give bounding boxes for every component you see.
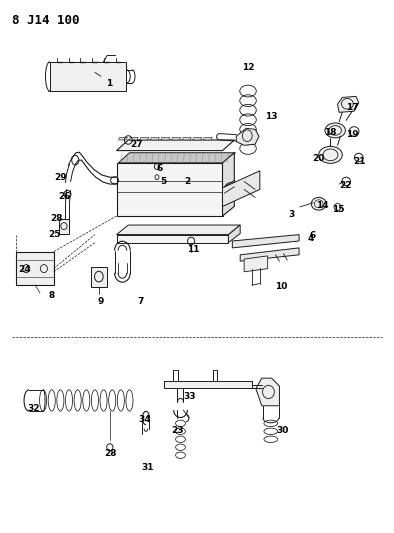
Text: 13: 13 (265, 112, 278, 121)
Polygon shape (240, 248, 299, 261)
Text: 28: 28 (104, 449, 117, 458)
Text: 18: 18 (324, 128, 337, 137)
Text: 22: 22 (339, 181, 352, 190)
Polygon shape (117, 163, 223, 216)
Text: 17: 17 (346, 102, 359, 111)
Text: 3: 3 (288, 210, 294, 219)
Text: 34: 34 (139, 415, 151, 424)
Polygon shape (229, 225, 240, 243)
Polygon shape (117, 225, 240, 235)
Text: 2: 2 (184, 177, 190, 186)
Text: 21: 21 (354, 157, 366, 166)
Polygon shape (117, 235, 229, 243)
Text: 12: 12 (242, 63, 254, 71)
Polygon shape (223, 171, 260, 206)
Text: 33: 33 (183, 392, 195, 401)
Text: 19: 19 (346, 130, 359, 139)
Text: 11: 11 (187, 245, 199, 254)
Polygon shape (150, 138, 159, 140)
Polygon shape (236, 128, 259, 146)
Text: 8 J14 100: 8 J14 100 (13, 14, 80, 27)
Polygon shape (164, 381, 252, 387)
Polygon shape (50, 62, 126, 91)
Polygon shape (119, 153, 236, 163)
Ellipse shape (319, 147, 342, 164)
Text: 26: 26 (58, 192, 71, 201)
Text: 14: 14 (316, 201, 329, 210)
Text: 4: 4 (308, 234, 314, 243)
Text: 1: 1 (106, 78, 112, 87)
Polygon shape (256, 378, 279, 406)
Ellipse shape (311, 197, 326, 210)
Text: 15: 15 (332, 205, 345, 214)
Polygon shape (129, 138, 138, 140)
Text: 5: 5 (160, 177, 167, 186)
Text: 30: 30 (277, 426, 289, 435)
Text: 6: 6 (156, 164, 163, 173)
Polygon shape (244, 256, 268, 272)
Text: 7: 7 (137, 296, 143, 305)
Text: 20: 20 (312, 154, 325, 163)
Text: 32: 32 (28, 405, 40, 414)
Polygon shape (171, 138, 180, 140)
Text: 28: 28 (50, 214, 63, 223)
Polygon shape (203, 138, 212, 140)
Polygon shape (182, 138, 191, 140)
Polygon shape (119, 138, 128, 140)
Text: 8: 8 (48, 291, 55, 300)
Polygon shape (338, 96, 359, 112)
Polygon shape (91, 266, 107, 287)
Polygon shape (17, 252, 54, 285)
Text: 9: 9 (98, 296, 104, 305)
Polygon shape (117, 140, 234, 151)
Polygon shape (193, 138, 202, 140)
Text: 6: 6 (310, 231, 316, 240)
Polygon shape (223, 153, 234, 216)
Text: 23: 23 (171, 426, 184, 435)
Ellipse shape (325, 123, 346, 138)
Text: 31: 31 (142, 463, 154, 472)
Polygon shape (161, 138, 170, 140)
Polygon shape (140, 138, 149, 140)
Polygon shape (59, 219, 69, 233)
Text: 10: 10 (275, 282, 288, 291)
Text: 27: 27 (130, 140, 143, 149)
Text: 25: 25 (48, 230, 61, 239)
Text: 24: 24 (18, 265, 31, 273)
Polygon shape (232, 235, 299, 248)
Text: 29: 29 (54, 173, 67, 182)
